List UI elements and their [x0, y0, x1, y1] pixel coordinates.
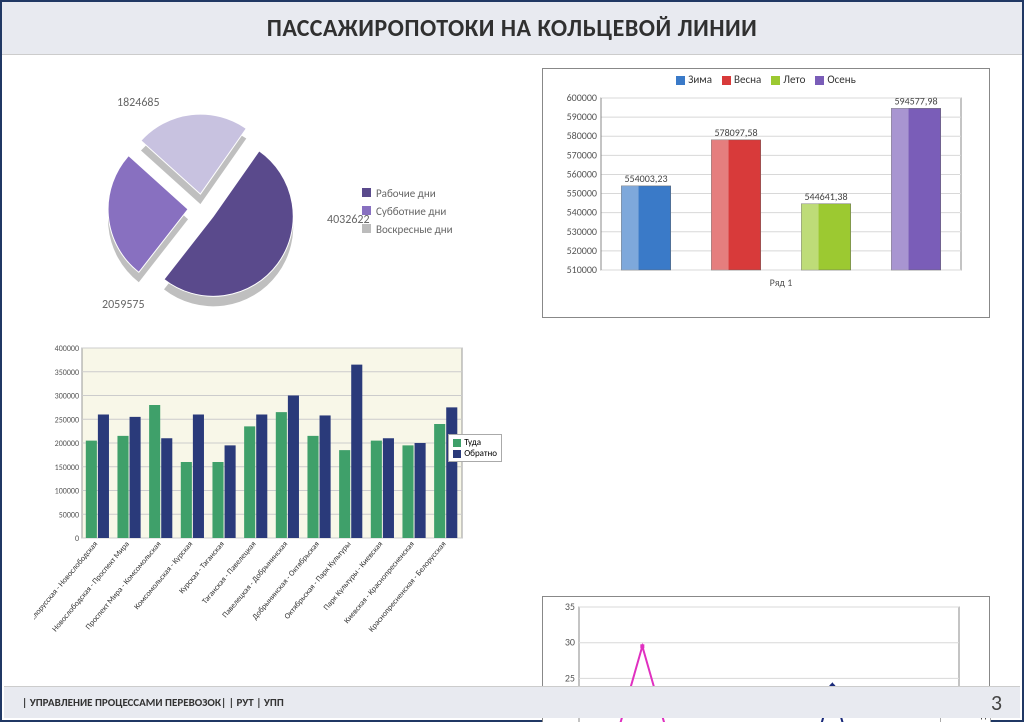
svg-text:544641,38: 544641,38: [804, 190, 847, 203]
svg-text:Комсомольская - Курская: Комсомольская - Курская: [132, 539, 195, 611]
svg-text:300000: 300000: [55, 392, 79, 402]
pie-panel: 182468540326222059575Рабочие дниСубботни…: [32, 68, 502, 328]
slide: ПАССАЖИРОПОТОКИ НА КОЛЬЦЕВОЙ ЛИНИИ 18246…: [0, 0, 1024, 722]
season-bar-chart: 510000 520000 530000 540000 550000 560000 5700…: [543, 90, 991, 308]
svg-text:578097,58: 578097,58: [714, 126, 757, 139]
svg-text:50000: 50000: [59, 510, 79, 520]
title-bar: ПАССАЖИРОПОТОКИ НА КОЛЬЦЕВОЙ ЛИНИИ: [2, 2, 1022, 55]
svg-text:0: 0: [75, 534, 79, 544]
svg-text:550000: 550000: [567, 187, 597, 200]
svg-text:600000: 600000: [567, 91, 597, 104]
svg-text:Рабочие дни: Рабочие дни: [376, 187, 436, 200]
svg-text:540000: 540000: [567, 206, 597, 219]
station-bar-panel: 0 50000 100000 150000 200000 250000 300000 3500…: [34, 344, 506, 674]
svg-text:1824685: 1824685: [117, 96, 160, 110]
page-title: ПАССАЖИРОПОТОКИ НА КОЛЬЦЕВОЙ ЛИНИИ: [267, 14, 758, 43]
svg-text:Парк Культуры - Киевская: Парк Культуры - Киевская: [322, 539, 386, 612]
content-area: 182468540326222059575Рабочие дниСубботни…: [2, 56, 1022, 684]
svg-text:100000: 100000: [55, 487, 79, 497]
season-legend: ЗимаВеснаЛетоОсень: [543, 69, 989, 90]
svg-text:30: 30: [565, 636, 575, 649]
svg-text:2059575: 2059575: [102, 298, 145, 312]
pie-chart: 182468540326222059575Рабочие дниСубботни…: [32, 68, 502, 328]
svg-text:Ряд 1: Ряд 1: [770, 276, 793, 289]
svg-text:560000: 560000: [567, 167, 597, 180]
svg-text:570000: 570000: [567, 148, 597, 161]
season-bar-panel: ЗимаВеснаЛетоОсень 510000 520000 530000 540…: [542, 68, 990, 318]
svg-text:594577,98: 594577,98: [894, 94, 937, 107]
svg-text:25: 25: [565, 671, 575, 684]
page-number: 3: [991, 689, 1002, 716]
svg-text:250000: 250000: [55, 415, 79, 425]
svg-text:200000: 200000: [55, 439, 79, 449]
station-bar-chart: 0 50000 100000 150000 200000 250000 300000 3500…: [34, 344, 506, 674]
svg-text:150000: 150000: [55, 463, 79, 473]
svg-text:Субботние дни: Субботние дни: [376, 205, 446, 218]
svg-text:510000: 510000: [567, 263, 597, 276]
svg-text:Таганская - Павелецкая: Таганская - Павелецкая: [200, 539, 258, 606]
svg-text:400000: 400000: [55, 344, 79, 354]
svg-text:520000: 520000: [567, 244, 597, 257]
footer-text: | УПРАВЛЕНИЕ ПРОЦЕССАМИ ПЕРЕВОЗОК| | РУТ…: [22, 696, 284, 709]
svg-text:530000: 530000: [567, 225, 597, 238]
svg-text:554003,23: 554003,23: [624, 172, 667, 185]
svg-text:580000: 580000: [567, 129, 597, 142]
svg-text:Воскресные дни: Воскресные дни: [376, 223, 453, 236]
svg-text:350000: 350000: [55, 368, 79, 378]
svg-text:590000: 590000: [567, 110, 597, 123]
footer: | УПРАВЛЕНИЕ ПРОЦЕССАМИ ПЕРЕВОЗОК| | РУТ…: [4, 686, 1020, 718]
svg-text:35: 35: [565, 600, 575, 613]
station-legend: ТудаОбратно: [448, 434, 502, 462]
